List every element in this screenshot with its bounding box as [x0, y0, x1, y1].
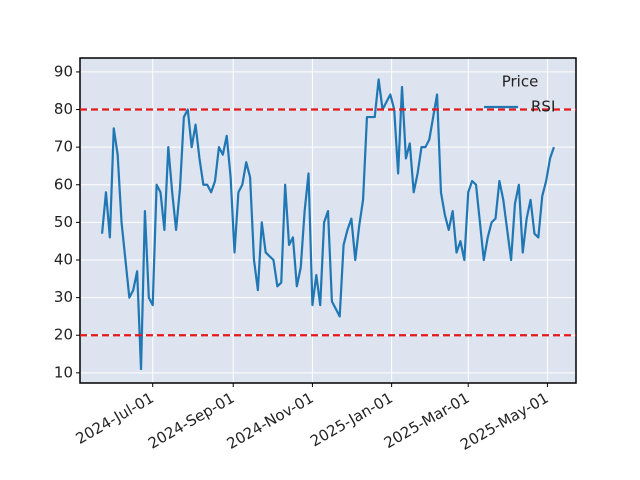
y-tick-label: 70 — [54, 138, 73, 156]
plot-frame — [79, 57, 577, 384]
x-tick-label: 2025-May-01 — [457, 389, 552, 454]
y-tick-label: 20 — [54, 326, 73, 344]
y-tick-label: 80 — [54, 100, 73, 118]
y-tick-label: 60 — [54, 175, 73, 193]
y-tick-label: 40 — [54, 250, 73, 268]
legend-title: Price — [502, 73, 539, 91]
line-series — [100, 78, 555, 371]
y-tick-label: 50 — [54, 213, 73, 231]
x-tick-label: 2024-Jul-01 — [73, 389, 157, 448]
y-tick-label: 10 — [54, 363, 73, 381]
y-tick-label: 30 — [54, 288, 73, 306]
x-tick-label: 2024-Sep-01 — [145, 389, 237, 453]
y-tick-label: 90 — [54, 62, 73, 80]
legend-label: RSI — [531, 98, 555, 116]
x-tick-label: 2024-Nov-01 — [224, 389, 317, 453]
